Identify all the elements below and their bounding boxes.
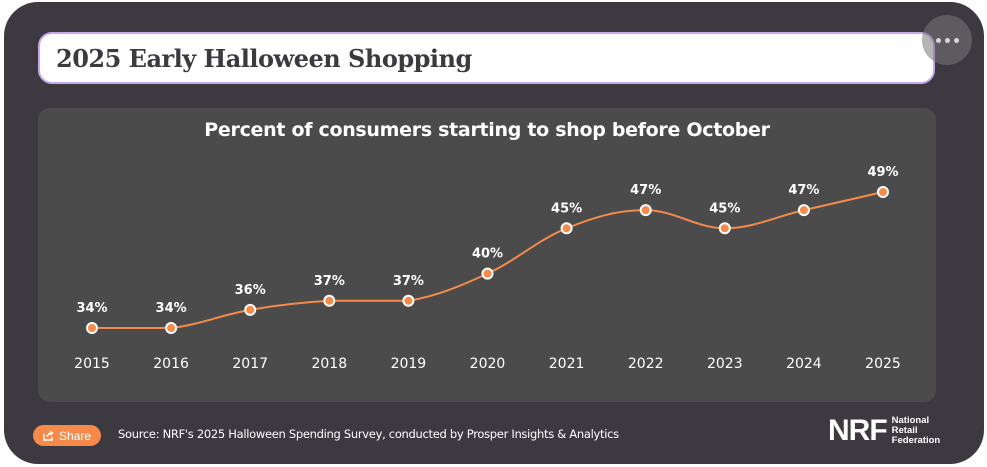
ellipsis-icon: [944, 37, 950, 43]
line-chart: 34% 2015 34% 2016 36% 2017 37% 2018 37% 2019 40% 20…: [74, 165, 901, 372]
logo-line: National: [891, 415, 930, 426]
data-label: 37%: [393, 274, 424, 289]
chart-panel: Percent of consumers starting to shop be…: [38, 108, 936, 402]
data-point[interactable]: [86, 322, 98, 334]
data-label: 45%: [551, 201, 582, 216]
data-label: 40%: [472, 247, 503, 262]
data-point[interactable]: [560, 222, 573, 235]
title-box: 2025 Early Halloween Shopping: [38, 32, 935, 84]
x-tick-label: 2016: [153, 356, 189, 372]
x-tick-label: 2019: [391, 356, 427, 372]
x-tick-label: 2023: [707, 356, 743, 372]
data-point[interactable]: [877, 186, 889, 198]
x-tick-label: 2017: [232, 356, 268, 372]
data-point[interactable]: [481, 267, 494, 280]
ellipsis-icon: [935, 37, 941, 43]
share-icon: [43, 430, 54, 441]
data-point[interactable]: [639, 204, 652, 217]
x-tick-label: 2024: [786, 356, 822, 372]
x-tick-label: 2025: [865, 356, 901, 372]
x-tick-label: 2018: [311, 356, 347, 372]
data-point[interactable]: [244, 303, 257, 316]
data-label: 34%: [76, 301, 107, 316]
x-tick-label: 2022: [628, 356, 664, 372]
x-tick-label: 2020: [470, 356, 506, 372]
logo-mark: NRF: [828, 414, 888, 447]
data-label: 34%: [156, 301, 187, 316]
share-label: Share: [58, 428, 92, 443]
data-point[interactable]: [323, 294, 336, 307]
logo-line: Federation: [891, 435, 941, 446]
ellipsis-icon: [953, 37, 959, 43]
data-label: 37%: [314, 274, 345, 289]
page-title: 2025 Early Halloween Shopping: [56, 44, 472, 73]
data-point[interactable]: [718, 222, 731, 235]
share-button[interactable]: Share: [33, 425, 101, 446]
data-label: 45%: [709, 201, 740, 216]
data-point[interactable]: [165, 322, 178, 334]
data-label: 47%: [788, 183, 819, 198]
logo-line: Retail: [891, 425, 918, 436]
data-label: 49%: [867, 165, 898, 180]
data-label: 47%: [630, 183, 661, 198]
data-point[interactable]: [797, 204, 810, 217]
source-note: Source: NRF's 2025 Halloween Spending Su…: [118, 427, 619, 441]
data-label: 36%: [235, 283, 266, 298]
more-options-button[interactable]: [922, 15, 972, 65]
x-tick-label: 2021: [549, 356, 585, 372]
data-point[interactable]: [402, 294, 415, 307]
nrf-logo: NRF National Retail Federation: [828, 414, 940, 448]
x-tick-label: 2015: [74, 356, 110, 372]
chart-title: Percent of consumers starting to shop be…: [204, 119, 770, 141]
